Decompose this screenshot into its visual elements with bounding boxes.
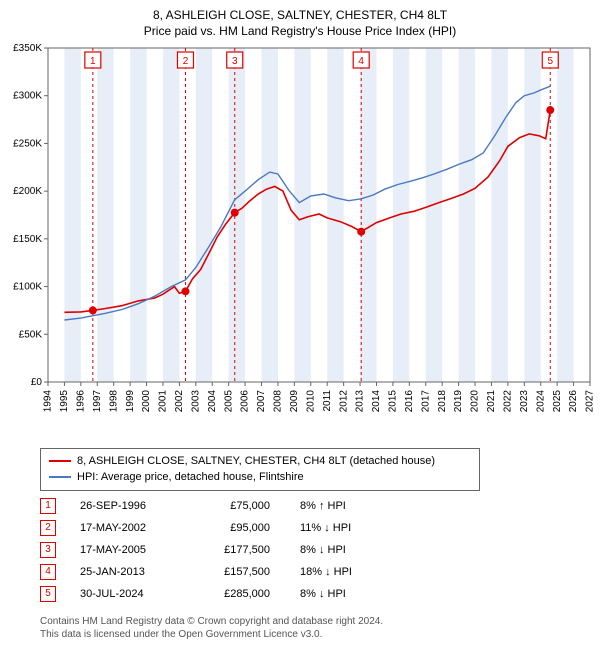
- svg-text:4: 4: [358, 56, 364, 67]
- svg-text:2011: 2011: [322, 389, 333, 411]
- transaction-marker: 5: [40, 586, 56, 602]
- legend-swatch-series2: [49, 476, 71, 478]
- legend-swatch-series1: [49, 460, 71, 462]
- transaction-price: £157,500: [200, 566, 300, 578]
- svg-text:2004: 2004: [207, 389, 218, 412]
- svg-text:2013: 2013: [355, 389, 366, 412]
- svg-text:1996: 1996: [75, 389, 86, 412]
- svg-text:1999: 1999: [125, 389, 136, 412]
- svg-text:2017: 2017: [420, 389, 431, 412]
- svg-text:5: 5: [547, 56, 553, 67]
- svg-text:2002: 2002: [174, 389, 185, 412]
- svg-text:2021: 2021: [486, 389, 497, 412]
- svg-text:£50K: £50K: [19, 329, 43, 340]
- transaction-date: 30-JUL-2024: [80, 588, 200, 600]
- svg-text:£0: £0: [31, 377, 43, 388]
- transaction-date: 17-MAY-2002: [80, 522, 200, 534]
- page-subtitle: Price paid vs. HM Land Registry's House …: [0, 24, 600, 42]
- svg-text:2025: 2025: [552, 389, 563, 412]
- legend: 8, ASHLEIGH CLOSE, SALTNEY, CHESTER, CH4…: [40, 448, 480, 491]
- svg-text:2018: 2018: [437, 389, 448, 412]
- transaction-diff: 8% ↑ HPI: [300, 500, 420, 512]
- transaction-price: £177,500: [200, 544, 300, 556]
- svg-text:1995: 1995: [59, 389, 70, 412]
- svg-text:2019: 2019: [453, 389, 464, 412]
- transaction-diff: 11% ↓ HPI: [300, 522, 420, 534]
- transaction-date: 25-JAN-2013: [80, 566, 200, 578]
- transaction-price: £75,000: [200, 500, 300, 512]
- svg-text:£100K: £100K: [13, 281, 42, 292]
- svg-text:1: 1: [90, 56, 96, 67]
- transaction-row: 4 25-JAN-2013£157,50018% ↓ HPI: [40, 561, 588, 583]
- svg-text:£350K: £350K: [13, 43, 42, 54]
- svg-text:£150K: £150K: [13, 233, 42, 244]
- svg-text:2007: 2007: [256, 389, 267, 412]
- transaction-marker: 4: [40, 564, 56, 580]
- transaction-price: £285,000: [200, 588, 300, 600]
- transaction-date: 17-MAY-2005: [80, 544, 200, 556]
- svg-text:2012: 2012: [338, 389, 349, 412]
- svg-text:2020: 2020: [470, 389, 481, 412]
- transaction-marker: 1: [40, 498, 56, 514]
- price-chart: £0 £50K £100K £150K £200K £250K £300K £350K 1994…: [0, 42, 600, 442]
- svg-text:2010: 2010: [305, 389, 316, 412]
- legend-item: 8, ASHLEIGH CLOSE, SALTNEY, CHESTER, CH4…: [49, 453, 471, 470]
- transaction-diff: 8% ↓ HPI: [300, 588, 420, 600]
- svg-text:1994: 1994: [43, 389, 54, 412]
- svg-text:2014: 2014: [371, 389, 382, 412]
- footer-line: Contains HM Land Registry data © Crown c…: [40, 615, 588, 628]
- transaction-date: 26-SEP-1996: [80, 500, 200, 512]
- svg-text:2009: 2009: [289, 389, 300, 412]
- svg-text:£200K: £200K: [13, 186, 42, 197]
- svg-text:£300K: £300K: [13, 90, 42, 101]
- transaction-marker: 3: [40, 542, 56, 558]
- transaction-row: 5 30-JUL-2024£285,0008% ↓ HPI: [40, 583, 588, 605]
- transaction-row: 3 17-MAY-2005£177,5008% ↓ HPI: [40, 539, 588, 561]
- svg-text:2027: 2027: [585, 389, 596, 412]
- legend-label: 8, ASHLEIGH CLOSE, SALTNEY, CHESTER, CH4…: [77, 453, 435, 470]
- transaction-price: £95,000: [200, 522, 300, 534]
- transaction-row: 2 17-MAY-2002£95,00011% ↓ HPI: [40, 517, 588, 539]
- svg-text:2: 2: [183, 56, 189, 67]
- transaction-row: 1 26-SEP-1996£75,0008% ↑ HPI: [40, 495, 588, 517]
- page-title: 8, ASHLEIGH CLOSE, SALTNEY, CHESTER, CH4…: [0, 0, 600, 24]
- svg-text:2008: 2008: [273, 389, 284, 412]
- svg-text:2006: 2006: [240, 389, 251, 412]
- transactions-table: 126-SEP-1996£75,0008% ↑ HPI217-MAY-2002£…: [40, 495, 588, 605]
- svg-text:1997: 1997: [92, 389, 103, 412]
- svg-text:3: 3: [232, 56, 238, 67]
- svg-text:2015: 2015: [388, 389, 399, 412]
- svg-text:2000: 2000: [141, 389, 152, 412]
- legend-label: HPI: Average price, detached house, Flin…: [77, 469, 304, 486]
- transaction-diff: 18% ↓ HPI: [300, 566, 420, 578]
- svg-text:2024: 2024: [535, 389, 546, 412]
- footer: Contains HM Land Registry data © Crown c…: [40, 615, 588, 641]
- svg-text:2016: 2016: [404, 389, 415, 412]
- svg-text:2005: 2005: [223, 389, 234, 412]
- footer-line: This data is licensed under the Open Gov…: [40, 628, 588, 641]
- svg-text:2003: 2003: [190, 389, 201, 412]
- svg-text:2001: 2001: [158, 389, 169, 412]
- transaction-marker: 2: [40, 520, 56, 536]
- svg-text:1998: 1998: [108, 389, 119, 412]
- svg-text:2026: 2026: [568, 389, 579, 412]
- svg-text:2023: 2023: [519, 389, 530, 412]
- svg-text:£250K: £250K: [13, 138, 42, 149]
- svg-text:2022: 2022: [503, 389, 514, 412]
- legend-item: HPI: Average price, detached house, Flin…: [49, 469, 471, 486]
- transaction-diff: 8% ↓ HPI: [300, 544, 420, 556]
